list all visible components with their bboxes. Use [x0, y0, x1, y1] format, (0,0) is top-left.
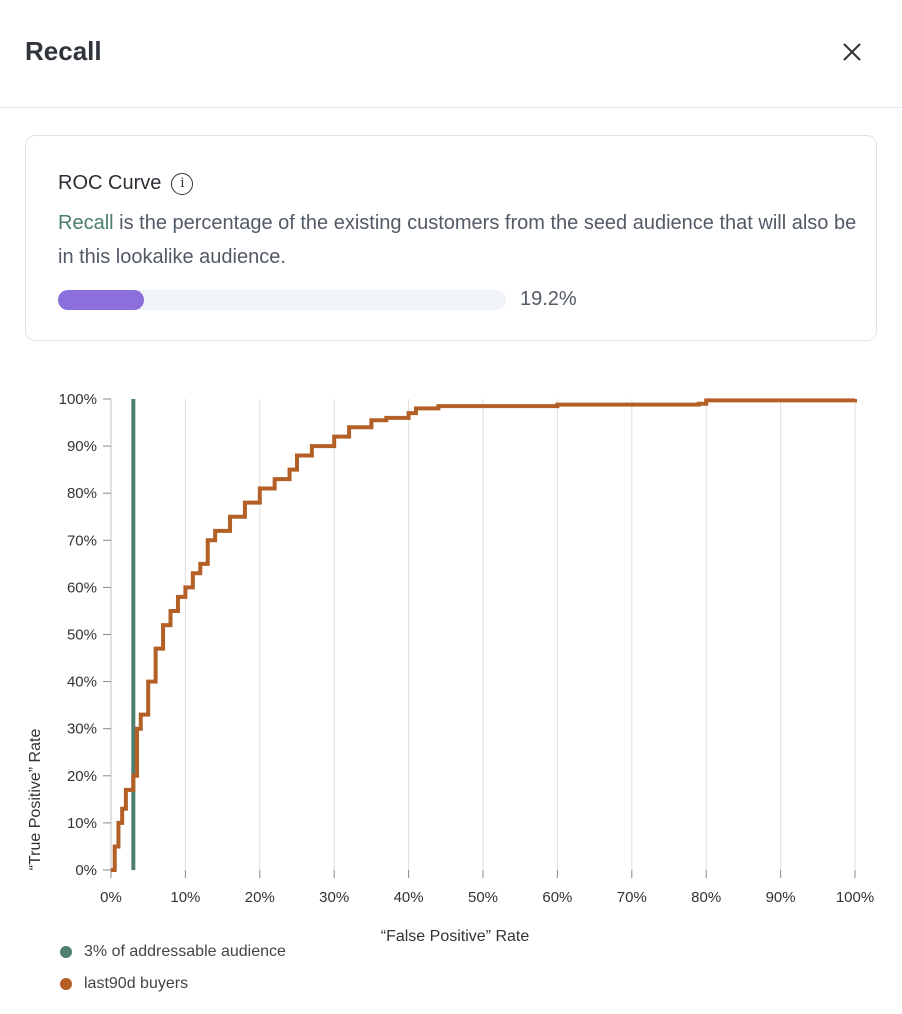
x-tick-label: 10%: [170, 889, 200, 906]
dialog-header: Recall: [0, 0, 902, 108]
y-tick-label: 20%: [67, 768, 97, 785]
x-tick-label: 0%: [100, 889, 122, 906]
x-tick-label: 40%: [394, 889, 424, 906]
y-tick-label: 40%: [67, 674, 97, 691]
x-tick-label: 90%: [766, 889, 796, 906]
y-tick-label: 80%: [67, 485, 97, 502]
close-icon[interactable]: [838, 38, 866, 66]
y-tick-label: 30%: [67, 721, 97, 738]
y-tick-label: 100%: [59, 391, 97, 408]
x-tick-label: 100%: [836, 889, 874, 906]
legend-dot: [60, 978, 72, 990]
legend-dot: [60, 946, 72, 958]
description-text: is the percentage of the existing custom…: [58, 212, 857, 268]
dialog-title: Recall: [25, 36, 102, 66]
roc-curve-line: [111, 398, 857, 872]
y-tick-label: 60%: [67, 579, 97, 596]
x-tick-label: 50%: [468, 889, 498, 906]
y-tick-label: 50%: [67, 627, 97, 644]
recall-description: Recall is the percentage of the existing…: [58, 206, 858, 274]
info-icon[interactable]: i: [171, 172, 194, 195]
recall-term: Recall: [58, 212, 114, 234]
roc-chart: 0% 10% 20% 30% 40% 50% 60% 70% 80% 90% 100% 0% 10% 20…: [27, 391, 874, 945]
y-tick-label: 10%: [67, 815, 97, 832]
legend-label: 3% of addressable audience: [84, 943, 286, 960]
x-tick-label: 20%: [245, 889, 275, 906]
recall-progress-bar: [58, 290, 506, 310]
legend-item-threshold: 3% of addressable audience: [60, 943, 286, 961]
legend-label: last90d buyers: [84, 975, 189, 992]
y-tick-label: 90%: [67, 438, 97, 455]
y-tick-label: 70%: [67, 532, 97, 549]
x-axis-label: “False Positive” Rate: [381, 928, 530, 945]
y-tick-label: 0%: [75, 862, 97, 879]
roc-info-card: ROC Curve i Recall is the percentage of t…: [25, 135, 877, 341]
x-tick-label: 70%: [617, 889, 647, 906]
recall-progress-fill: [58, 290, 145, 310]
legend-item-buyers: last90d buyers: [60, 975, 188, 993]
recall-percent: 19.2%: [520, 288, 577, 310]
card-title: ROC Curve: [58, 172, 162, 194]
y-axis-label: “True Positive” Rate: [27, 729, 44, 871]
x-tick-label: 60%: [542, 889, 572, 906]
x-tick-label: 30%: [319, 889, 349, 906]
x-tick-label: 80%: [691, 889, 721, 906]
